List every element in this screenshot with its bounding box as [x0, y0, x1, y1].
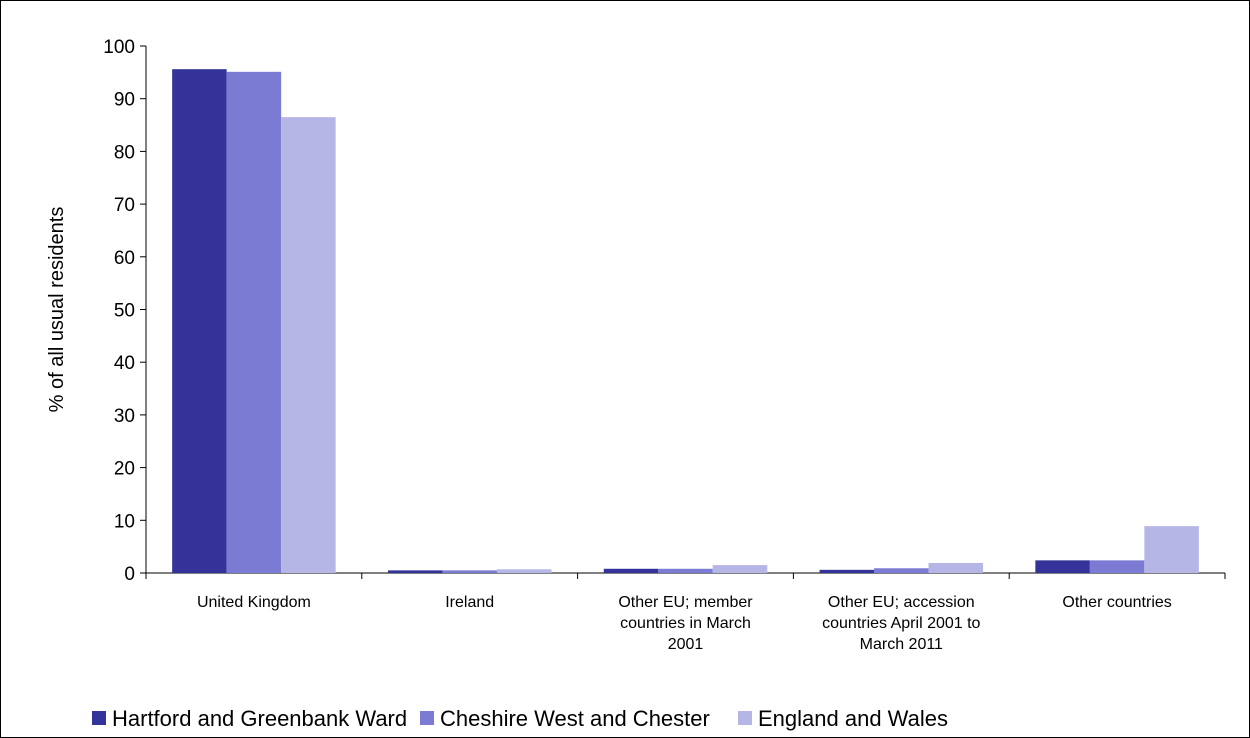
y-tick-label: 20	[114, 459, 135, 480]
y-axis-title: % of all usual residents	[46, 207, 68, 413]
x-category-label: United Kingdom	[197, 594, 311, 611]
bar	[226, 71, 282, 573]
bar	[928, 562, 984, 573]
bar	[496, 569, 552, 573]
bar	[658, 568, 713, 573]
legend-swatch	[738, 711, 752, 725]
y-tick-label: 30	[114, 406, 135, 427]
legend: Hartford and Greenbank Ward Cheshire West…	[92, 706, 948, 731]
bar	[1035, 560, 1090, 573]
bar	[172, 69, 227, 574]
x-category-label: Other countries	[1062, 594, 1171, 611]
bar	[603, 568, 659, 573]
y-axis: 0 10 20 30 40 50 60 70 80 90 100	[103, 37, 147, 585]
bar	[1089, 560, 1145, 573]
y-tick-label: 80	[114, 142, 135, 163]
bars	[172, 69, 1199, 574]
x-category-label: countries in March	[620, 615, 751, 632]
y-tick-label: 10	[114, 511, 135, 532]
x-category-label: Other EU; accession	[828, 594, 975, 611]
bar	[442, 570, 497, 573]
bar	[387, 570, 443, 573]
y-tick-label: 40	[114, 353, 135, 374]
x-category-label: countries April 2001 to	[822, 615, 980, 632]
bar	[819, 569, 875, 573]
bar	[1144, 526, 1199, 573]
y-tick-label: 70	[114, 195, 135, 216]
bar	[281, 117, 336, 574]
legend-swatch	[92, 711, 106, 725]
y-tick-label: 100	[103, 37, 135, 58]
y-tick-label: 90	[114, 90, 135, 111]
x-axis: United Kingdom Ireland Other EU; member cou…	[145, 572, 1226, 653]
x-category-label: 2001	[668, 636, 704, 653]
y-tick-label: 0	[124, 564, 135, 585]
x-category-label: Ireland	[445, 594, 494, 611]
bar	[712, 565, 768, 573]
legend-label: Cheshire West and Chester	[440, 706, 710, 731]
legend-label: England and Wales	[758, 706, 948, 731]
x-category-label: Other EU; member	[618, 594, 753, 611]
legend-swatch	[420, 711, 434, 725]
y-tick-label: 60	[114, 248, 135, 269]
legend-label: Hartford and Greenbank Ward	[112, 706, 407, 731]
bar	[874, 568, 929, 573]
x-category-label: March 2011	[860, 636, 943, 653]
y-tick-label: 50	[114, 301, 135, 322]
